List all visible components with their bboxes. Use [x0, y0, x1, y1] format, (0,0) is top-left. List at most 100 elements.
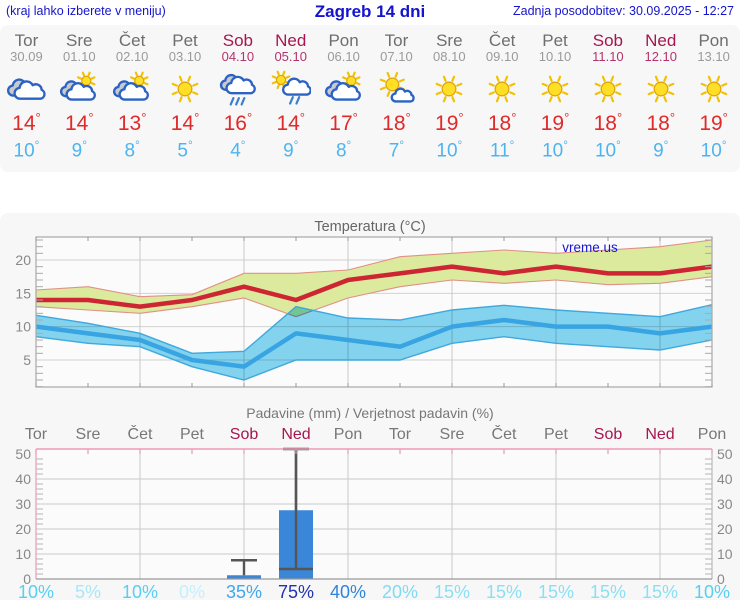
min-temperature: 10°	[436, 138, 463, 162]
max-temperature: 18°	[593, 109, 623, 135]
min-temperature: 10°	[13, 138, 40, 162]
precip-day-label: Sob	[229, 426, 259, 443]
day-date: 10.10	[538, 48, 572, 64]
precip-probability-label: 20%	[381, 582, 419, 600]
min-temperature: 10°	[594, 138, 621, 162]
precip-probability-label: 10%	[693, 582, 731, 600]
rain-icon	[219, 73, 256, 106]
precip-day-label: Pet	[543, 426, 568, 443]
min-temperature: 9°	[653, 138, 669, 162]
weather-icon-slot	[694, 70, 734, 108]
sunny-icon	[594, 75, 622, 103]
precip-day-label: Ned	[645, 426, 675, 443]
min-temperature: 10°	[700, 138, 727, 162]
sunny-icon	[541, 75, 569, 103]
forecast-day: Pet 10.10 19° 10°	[529, 25, 582, 172]
forecast-day: Sre 01.10 14° 9°	[53, 25, 106, 172]
day-name: Pet	[172, 31, 198, 50]
day-name: Sob	[592, 31, 623, 50]
precipitation-probability-row: 10% 5% 10% 0% 35% 75% 40% 20% 15% 15% 15% 15% 15% 10%	[0, 582, 740, 600]
precip-probability-label: 15%	[641, 582, 679, 600]
partly-sunny-icon	[113, 71, 150, 101]
min-temperature: 4°	[230, 138, 246, 162]
mostly-sunny-icon	[380, 71, 416, 103]
precip-day-label: Čet	[491, 426, 517, 443]
svg-text:0: 0	[23, 571, 31, 584]
min-temperature: 8°	[335, 138, 352, 162]
sunny-icon	[488, 75, 516, 103]
svg-text:30: 30	[15, 496, 31, 512]
day-name: Pon	[328, 31, 359, 50]
weather-icon-slot	[641, 70, 681, 108]
forecast-day: Sre 08.10 19° 10°	[423, 25, 476, 172]
weather-icon-slot	[376, 70, 416, 108]
forecast-day: Tor 30.09 14° 10°	[0, 25, 53, 172]
max-temperature: 14°	[65, 109, 94, 135]
day-date: 12.10	[644, 48, 678, 64]
forecast-day: Tor 07.10 18° 7°	[370, 25, 423, 172]
precip-probability-label: 15%	[537, 582, 575, 600]
day-date: 02.10	[115, 48, 149, 64]
precip-probability-label: 35%	[225, 582, 263, 600]
day-date: 06.10	[327, 48, 360, 64]
sunny-icon	[647, 75, 675, 103]
precip-day-label: Sob	[593, 426, 623, 443]
svg-text:15: 15	[15, 285, 31, 301]
day-date: 09.10	[485, 48, 519, 64]
day-date: 01.10	[63, 48, 96, 64]
temperature-chart-title: Temperatura (°C)	[314, 219, 426, 235]
weather-icon-slot	[112, 70, 152, 108]
weather-icon-slot	[59, 70, 99, 108]
day-date: 30.09	[10, 48, 43, 64]
precip-probability-label: 10%	[17, 582, 55, 600]
precip-probability-label: 15%	[433, 582, 471, 600]
svg-text:40: 40	[717, 471, 733, 487]
weather-icon-slot	[165, 70, 205, 108]
forecast-day: Ned 05.10 14° 9°	[264, 25, 317, 172]
precip-probability-label: 75%	[277, 582, 315, 600]
page-header: (kraj lahko izberete v meniju) Zagreb 14…	[0, 0, 740, 25]
max-temperature: 18°	[487, 109, 517, 135]
weather-icon-slot	[218, 70, 258, 108]
day-date: 07.10	[380, 48, 413, 64]
svg-text:5: 5	[23, 352, 31, 368]
precip-day-label: Sre	[439, 426, 465, 443]
max-temperature: 18°	[382, 109, 411, 135]
page-title: Zagreb 14 dni	[314, 2, 426, 21]
svg-text:20: 20	[15, 252, 31, 268]
forecast-day: Čet 09.10 18° 11°	[476, 25, 529, 172]
precipitation-day-labels: Tor Sre Čet Pet Sob Ned Pon Tor Sre Čet Pet Sob Ned P…	[0, 426, 740, 446]
vreme-us-watermark-link[interactable]: vreme.us	[562, 240, 618, 255]
min-temperature: 8°	[124, 138, 140, 162]
weather-icon-slot	[588, 70, 628, 108]
last-update-text: Zadnja posodobitev: 30.09.2025 - 12:27	[512, 4, 734, 18]
day-date: 05.10	[274, 48, 307, 64]
weather-icon-slot	[6, 70, 47, 108]
max-temperature: 19°	[435, 109, 464, 135]
max-temperature: 17°	[329, 109, 358, 135]
precip-probability-label: 15%	[589, 582, 627, 600]
sunny-icon	[700, 75, 727, 103]
sunny-icon	[171, 75, 199, 103]
min-temperature: 9°	[71, 138, 87, 162]
temperature-chart: 5 10 15 20 vreme.us	[0, 235, 740, 393]
menu-hint-text: (kraj lahko izberete v meniju)	[6, 4, 166, 18]
day-name: Sre	[66, 31, 93, 50]
day-name: Pet	[542, 31, 568, 50]
day-date: 13.10	[697, 48, 730, 64]
partly-sunny-icon	[60, 71, 97, 101]
svg-text:10: 10	[717, 546, 733, 562]
precip-day-label: Tor	[24, 426, 48, 443]
weather-icon-slot	[324, 70, 364, 108]
svg-text:10: 10	[15, 319, 31, 335]
day-name: Sob	[222, 31, 253, 50]
forecast-day: Čet 02.10 13° 8°	[106, 25, 159, 172]
forecast-day: Sob 11.10 18° 10°	[581, 25, 634, 172]
day-date: 03.10	[168, 48, 202, 64]
forecast-day: Pon 13.10 19° 10°	[687, 25, 740, 172]
svg-text:50: 50	[717, 446, 733, 462]
day-name: Tor	[14, 31, 39, 50]
day-name: Tor	[384, 31, 409, 50]
forecast-day: Ned 12.10 18° 9°	[634, 25, 687, 172]
